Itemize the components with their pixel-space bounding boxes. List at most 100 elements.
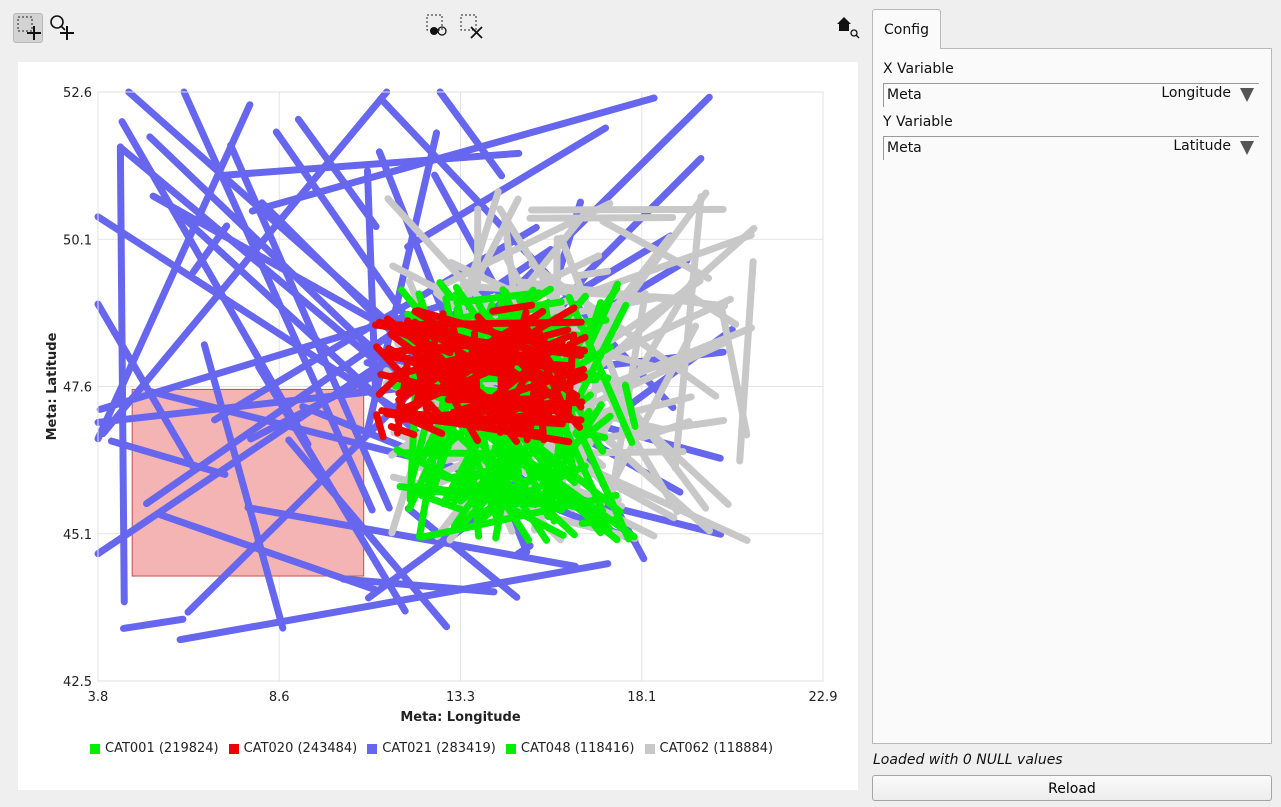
track-line	[94, 213, 398, 412]
home-zoom-icon	[837, 17, 860, 39]
tab-config-label: Config	[884, 21, 929, 38]
legend-item: CAT048 (118416)	[505, 741, 635, 756]
track-line	[393, 446, 567, 539]
y-variable-select[interactable]: Meta Latitude	[883, 136, 1259, 160]
config-panel: X Variable Meta Longitude Y Variable Met…	[872, 48, 1272, 744]
y-variable-group: Meta	[887, 140, 922, 156]
track-line	[143, 322, 407, 508]
legend-item: CAT062 (118884)	[644, 741, 774, 756]
zoom-in-icon	[50, 15, 74, 40]
track-line	[221, 149, 523, 179]
track-line	[621, 381, 639, 430]
chart-panel[interactable]: 3.8 8.6 13.3 18.1 22.9 52.6 50.1 47.6 45.1 42.5 …	[18, 62, 858, 790]
y-tick-label: 52.6	[63, 86, 92, 101]
track-line	[449, 365, 588, 417]
legend-swatch	[228, 743, 239, 754]
track-line	[411, 307, 529, 383]
x-tick-label: 3.8	[88, 690, 109, 705]
track-line	[718, 304, 751, 439]
series-cat020	[371, 301, 589, 446]
legend-label: CAT062 (118884)	[659, 741, 774, 756]
x-variable-label: X Variable	[883, 61, 954, 77]
track-line	[294, 115, 380, 231]
x-axis-ticks: 3.8 8.6 13.3 18.1 22.9	[88, 690, 838, 705]
select-points-button[interactable]	[424, 13, 454, 43]
track-line	[510, 358, 576, 370]
track-line	[94, 300, 199, 474]
track-line	[557, 234, 624, 394]
track-line	[146, 133, 432, 408]
plot-border	[97, 91, 824, 682]
track-line	[120, 615, 187, 632]
track-line	[387, 330, 520, 431]
select-points-icon	[426, 14, 447, 36]
status-text: Loaded with 0 NULL values	[873, 752, 1063, 768]
track-line	[118, 118, 312, 448]
track-line	[489, 301, 536, 315]
legend-item: CAT020 (243484)	[228, 741, 358, 756]
reload-button[interactable]: Reload	[872, 775, 1272, 801]
legend-swatch	[505, 743, 516, 754]
track-line	[509, 372, 588, 415]
scatter-chart[interactable]: 3.8 8.6 13.3 18.1 22.9 52.650.147.645.142.5 …	[18, 62, 858, 790]
legend-item: CAT021 (283419)	[367, 741, 496, 756]
clear-selection-button[interactable]	[458, 13, 488, 43]
track-line	[385, 344, 483, 405]
legend-label: CAT020 (243484)	[243, 741, 358, 756]
legend-label: CAT001 (219824)	[105, 741, 219, 756]
points-layer	[94, 88, 758, 644]
y-tick-label: 50.1	[63, 233, 92, 248]
track-line	[364, 129, 441, 433]
track-line	[255, 363, 409, 615]
track-line	[339, 575, 498, 596]
track-line	[586, 299, 605, 339]
track-line	[623, 398, 710, 512]
zoom-button[interactable]	[48, 13, 78, 43]
track-line	[671, 193, 705, 472]
home-zoom-button[interactable]	[833, 13, 863, 43]
track-line	[569, 301, 630, 413]
legend-label: CAT021 (283419)	[382, 741, 496, 756]
x-tick-label: 18.1	[627, 690, 656, 705]
track-line	[117, 144, 374, 361]
y-tick-label: 42.5	[63, 675, 92, 690]
track-line	[189, 222, 231, 276]
y-tick-label: 47.6	[63, 381, 92, 396]
x-variable-value: Longitude	[1161, 85, 1231, 101]
clear-selection-icon	[460, 14, 483, 39]
x-variable-select[interactable]: Meta Longitude	[883, 83, 1259, 107]
track-line	[116, 143, 128, 606]
track-line	[200, 341, 287, 632]
track-line	[541, 362, 568, 411]
box-select-button[interactable]	[13, 13, 43, 43]
track-line	[492, 412, 585, 424]
track-line	[514, 542, 534, 558]
track-line	[375, 365, 410, 398]
track-line	[387, 423, 418, 439]
track-line	[373, 411, 387, 441]
track-line	[396, 400, 404, 415]
box-select-icon	[17, 16, 41, 40]
track-line	[99, 88, 391, 438]
tab-config[interactable]: Config	[872, 9, 941, 49]
track-line	[436, 88, 506, 180]
legend-swatch	[90, 743, 100, 754]
track-line	[574, 267, 612, 280]
x-tick-label: 13.3	[446, 690, 475, 705]
track-line	[157, 511, 379, 594]
x-variable-group: Meta	[887, 87, 922, 103]
track-line	[436, 279, 455, 301]
legend-label: CAT048 (118416)	[520, 741, 635, 756]
track-line	[176, 560, 612, 644]
y-axis-ticks: 52.6 50.1 47.6 45.1 42.5	[63, 86, 92, 690]
x-tick-label: 8.6	[269, 690, 290, 705]
x-axis-title: Meta: Longitude	[400, 710, 520, 725]
track-line	[477, 400, 503, 425]
legend-swatch	[367, 743, 378, 754]
y-variable-label: Y Variable	[883, 114, 953, 130]
track-line	[396, 482, 539, 508]
track-line	[107, 437, 229, 478]
track-line	[566, 333, 589, 349]
y-axis-title: Meta: Latitude	[45, 332, 60, 440]
track-line	[587, 280, 621, 347]
